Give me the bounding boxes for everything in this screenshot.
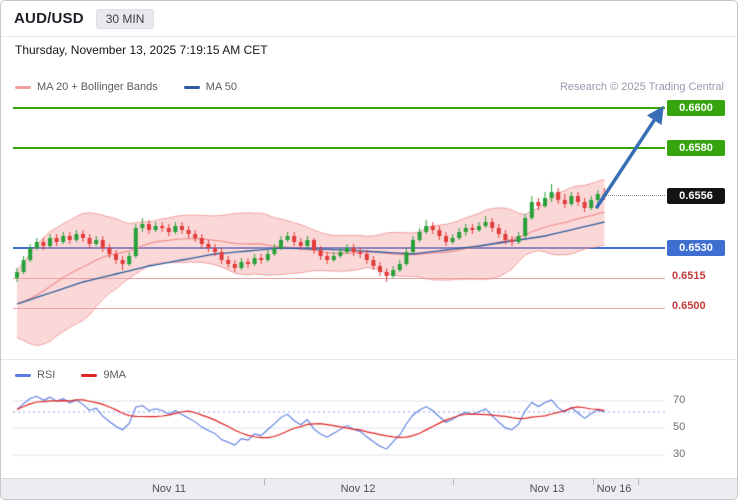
x-axis-tick (638, 479, 639, 485)
rsi-legend: RSI 9MA (15, 369, 126, 381)
header: AUD/USD 30 MIN (1, 1, 737, 37)
x-axis-label-nov-16: Nov 16 (596, 483, 632, 495)
attribution: Research © 2025 Trading Central (559, 81, 724, 93)
rsi-panel-canvas (1, 386, 737, 471)
rsi-axis-label-70: 70 (673, 394, 686, 406)
panel-divider (1, 359, 737, 360)
x-axis-label-nov-13: Nov 13 (529, 483, 565, 495)
rsi-swatch-icon (15, 373, 31, 377)
timeframe-badge: 30 MIN (95, 8, 155, 29)
rsi-ma-label: 9MA (103, 369, 126, 381)
x-axis-label-nov-11: Nov 11 (151, 483, 187, 495)
x-axis-label-nov-12: Nov 12 (340, 483, 376, 495)
rsi-axis-label-50: 50 (673, 421, 686, 433)
pair-title: AUD/USD (14, 10, 84, 27)
ma20-bollinger-swatch-icon (15, 85, 31, 89)
ma50-label: MA 50 (205, 81, 237, 93)
x-axis-tick (453, 479, 454, 485)
x-axis-tick (593, 479, 594, 485)
datetime: Thursday, November 13, 2025 7:19:15 AM C… (15, 43, 268, 57)
rsi-label: RSI (37, 369, 56, 381)
x-axis-tick (264, 479, 265, 485)
rsi-axis-label-30: 30 (673, 448, 686, 460)
main-chart-legend: MA 20 + Bollinger Bands MA 50 (15, 81, 237, 93)
main-chart-canvas (1, 96, 737, 356)
ma50-swatch-icon (183, 85, 200, 89)
rsi-ma-swatch-icon (81, 373, 98, 377)
x-axis: Nov 11 Nov 12 Nov 13 Nov 16 (1, 478, 737, 499)
ma20-bollinger-label: MA 20 + Bollinger Bands (37, 81, 158, 93)
